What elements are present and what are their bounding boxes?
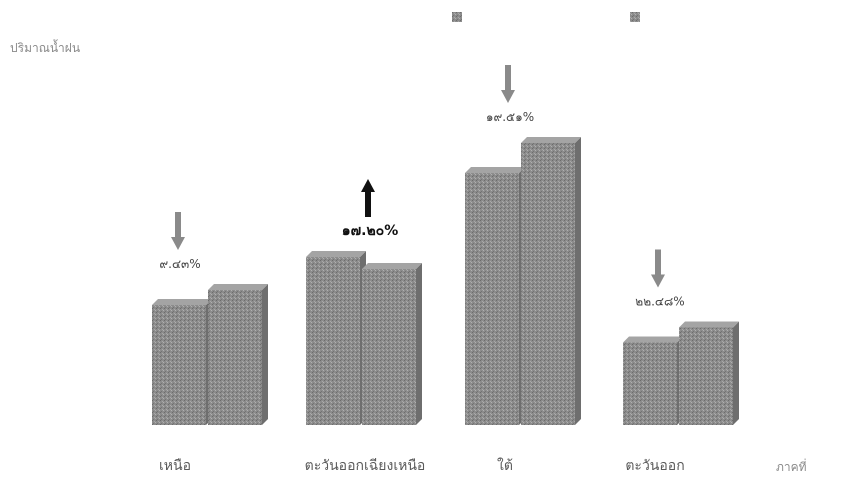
bar-2-0	[465, 173, 519, 425]
data-label-0: ๙.๔๓%	[159, 257, 200, 271]
arrow-shaft-0	[175, 212, 181, 238]
bar-side-0-1	[262, 284, 268, 425]
data-label-1: ๑๗.๒๐%	[342, 223, 399, 239]
category-label-2: ใต้	[497, 457, 513, 474]
category-label-0: เหนือ	[159, 458, 191, 474]
bar-top-2-1	[521, 137, 581, 143]
down-arrow-icon-3	[651, 274, 665, 288]
up-arrow-icon-1	[361, 179, 375, 192]
arrow-shaft-3	[655, 249, 661, 276]
bar-top-0-1	[208, 284, 268, 290]
bar-side-1-1	[416, 263, 422, 425]
bar-0-1	[208, 290, 262, 425]
legend-swatch-2	[630, 12, 640, 22]
bar-side-2-1	[575, 137, 581, 425]
chart-legend	[452, 12, 640, 22]
y-axis-label: ปริมาณน้ำฝน	[10, 39, 80, 55]
bar-1-0	[306, 257, 360, 425]
bar-0-0	[152, 305, 206, 425]
bar-top-3-0	[623, 336, 683, 343]
arrow-group	[171, 65, 665, 288]
bar-top-2-0	[465, 167, 525, 173]
arrow-shaft-2	[505, 65, 511, 91]
bar-top-3-1	[679, 321, 739, 328]
data-label-3: ๒๒.๔๘%	[635, 295, 684, 309]
bar-group	[152, 137, 739, 425]
down-arrow-icon-0	[171, 237, 185, 250]
down-arrow-icon-2	[501, 90, 515, 103]
bar-2-1	[521, 143, 575, 425]
category-label-1: ตะวันออกเฉียงเหนือ	[305, 458, 426, 474]
bar-3-0	[623, 342, 677, 425]
category-label-3: ตะวันออก	[625, 458, 684, 474]
label-group: ๙.๔๓% เหนือ ๑๗.๒๐% ตะวันออกเฉียงเหนือ ๑๙.๕๑%…	[159, 110, 685, 474]
arrow-shaft-1	[365, 191, 371, 217]
legend-swatch-1	[452, 12, 462, 22]
bar-top-0-0	[152, 299, 212, 305]
bar-top-1-0	[306, 251, 366, 257]
bar-top-1-1	[362, 263, 422, 269]
bar-3-1	[679, 327, 733, 425]
x-axis-label: ภาคที่	[776, 458, 807, 474]
bar-side-3-1	[733, 321, 739, 425]
bar-1-1	[362, 269, 416, 425]
data-label-2: ๑๙.๕๑%	[486, 110, 534, 124]
